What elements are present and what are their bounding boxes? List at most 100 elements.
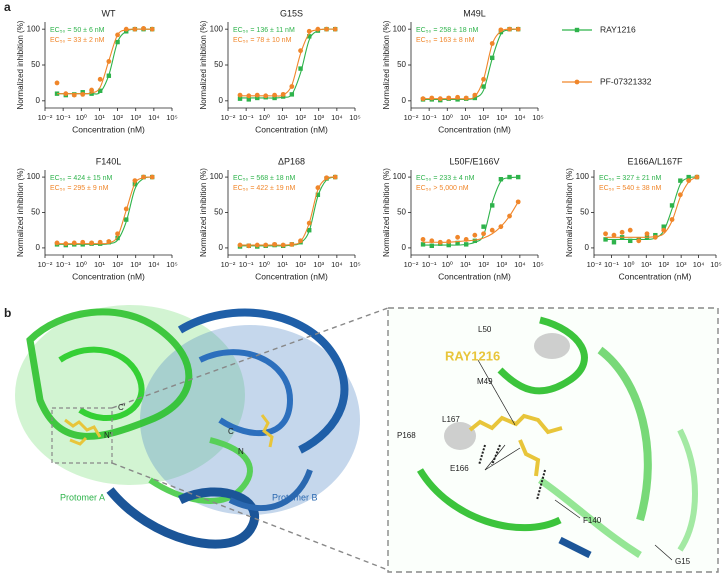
data-point xyxy=(677,192,683,198)
data-point xyxy=(124,217,129,222)
data-point xyxy=(420,237,426,242)
y-axis-label: Normalized inhibition (%) xyxy=(16,20,25,109)
x-tick-label: 10⁴ xyxy=(148,113,160,122)
x-tick-label: 10⁰ xyxy=(623,260,634,269)
data-point xyxy=(611,232,617,238)
data-point xyxy=(463,237,469,242)
data-point xyxy=(141,174,146,180)
data-point xyxy=(463,95,469,101)
data-point xyxy=(63,241,69,247)
chart-title: G15S xyxy=(280,8,303,18)
binding-site xyxy=(387,307,719,573)
data-point xyxy=(254,92,260,98)
data-point xyxy=(315,26,321,32)
data-point xyxy=(132,26,138,32)
y-axis-label: Normalized inhibition (%) xyxy=(16,168,25,257)
data-point xyxy=(661,224,666,229)
x-tick-label: 10³ xyxy=(130,260,141,269)
data-point xyxy=(97,239,103,245)
x-tick-label: 10¹ xyxy=(277,113,288,122)
x-tick-label: 10⁴ xyxy=(514,260,526,269)
data-point xyxy=(429,243,434,248)
data-point xyxy=(324,175,329,181)
y-tick-label: 0 xyxy=(36,243,41,252)
x-tick-label: 10⁻² xyxy=(587,260,602,269)
x-tick-label: 10² xyxy=(478,260,489,269)
x-tick-label: 10¹ xyxy=(277,260,288,269)
data-point xyxy=(420,96,426,102)
data-point xyxy=(89,91,94,96)
ec50-label: EC₅₀ = 78 ± 10 nM xyxy=(233,37,292,44)
data-point xyxy=(272,92,277,98)
data-point xyxy=(272,95,277,101)
data-point xyxy=(574,79,580,85)
data-point xyxy=(437,96,443,102)
x-tick-label: 10⁰ xyxy=(442,113,453,122)
panel-label: b xyxy=(4,306,11,320)
data-point xyxy=(420,242,426,247)
x-axis-label: Concentration (nM) xyxy=(619,271,692,281)
x-tick-label: 10⁵ xyxy=(349,113,360,122)
ec50-label: EC₅₀ = 50 ± 6 nM xyxy=(50,27,105,34)
x-tick-label: 10⁰ xyxy=(442,260,453,269)
y-tick-label: 100 xyxy=(393,172,407,181)
ec50-label: EC₅₀ = 568 ± 18 nM xyxy=(233,175,295,182)
x-tick-label: 10³ xyxy=(496,260,507,269)
data-point xyxy=(490,55,495,61)
data-point xyxy=(455,240,460,246)
data-point xyxy=(446,95,452,101)
data-point xyxy=(472,232,478,238)
data-point xyxy=(97,88,103,93)
data-point xyxy=(455,234,460,240)
data-point xyxy=(280,242,286,248)
data-point xyxy=(515,199,521,205)
data-point xyxy=(446,239,452,244)
residue-label: M49 xyxy=(477,377,493,386)
terminus-label: C′ xyxy=(118,403,126,412)
ec50-label: EC₅₀ = 424 ± 15 nM xyxy=(50,175,112,182)
residue-label: G15 xyxy=(675,557,691,566)
data-point xyxy=(289,84,295,89)
data-point xyxy=(472,95,478,101)
data-point xyxy=(332,26,338,32)
y-tick-label: 0 xyxy=(219,243,224,252)
y-tick-label: 50 xyxy=(397,60,406,69)
residue-label: L50 xyxy=(478,325,492,334)
x-tick-label: 10¹ xyxy=(94,260,105,269)
data-point xyxy=(149,174,155,180)
data-point xyxy=(463,242,469,247)
data-point xyxy=(686,174,691,180)
data-point xyxy=(515,26,521,32)
x-tick-label: 10¹ xyxy=(460,260,471,269)
data-point xyxy=(80,91,86,97)
x-tick-label: 10⁰ xyxy=(259,260,270,269)
data-point xyxy=(498,27,504,33)
y-tick-label: 50 xyxy=(580,208,589,217)
protomer-label: Protomer B xyxy=(272,492,318,502)
chart-title: E166A/L167F xyxy=(627,156,683,166)
data-point xyxy=(263,93,269,99)
y-tick-label: 100 xyxy=(576,172,590,181)
y-tick-label: 0 xyxy=(36,96,41,105)
data-point xyxy=(481,231,486,237)
data-point xyxy=(652,234,658,240)
data-point xyxy=(472,238,478,244)
y-tick-label: 100 xyxy=(210,172,224,181)
y-tick-label: 50 xyxy=(31,60,40,69)
y-tick-label: 50 xyxy=(397,208,406,217)
data-point xyxy=(141,26,146,31)
x-axis-label: Concentration (nM) xyxy=(255,124,328,134)
data-point xyxy=(481,84,486,89)
data-point xyxy=(298,48,303,54)
ec50-label: EC₅₀ > 5,000 nM xyxy=(416,185,469,192)
x-tick-label: 10⁰ xyxy=(259,113,270,122)
x-tick-label: 10⁻¹ xyxy=(604,260,619,269)
x-tick-label: 10⁻² xyxy=(221,113,236,122)
y-axis-label: Normalized inhibition (%) xyxy=(382,168,391,257)
y-axis-label: Normalized inhibition (%) xyxy=(199,20,208,109)
data-point xyxy=(123,26,129,32)
x-tick-label: 10⁴ xyxy=(331,113,343,122)
data-point xyxy=(246,243,252,249)
x-tick-label: 10⁻² xyxy=(221,260,236,269)
data-point xyxy=(669,203,675,208)
